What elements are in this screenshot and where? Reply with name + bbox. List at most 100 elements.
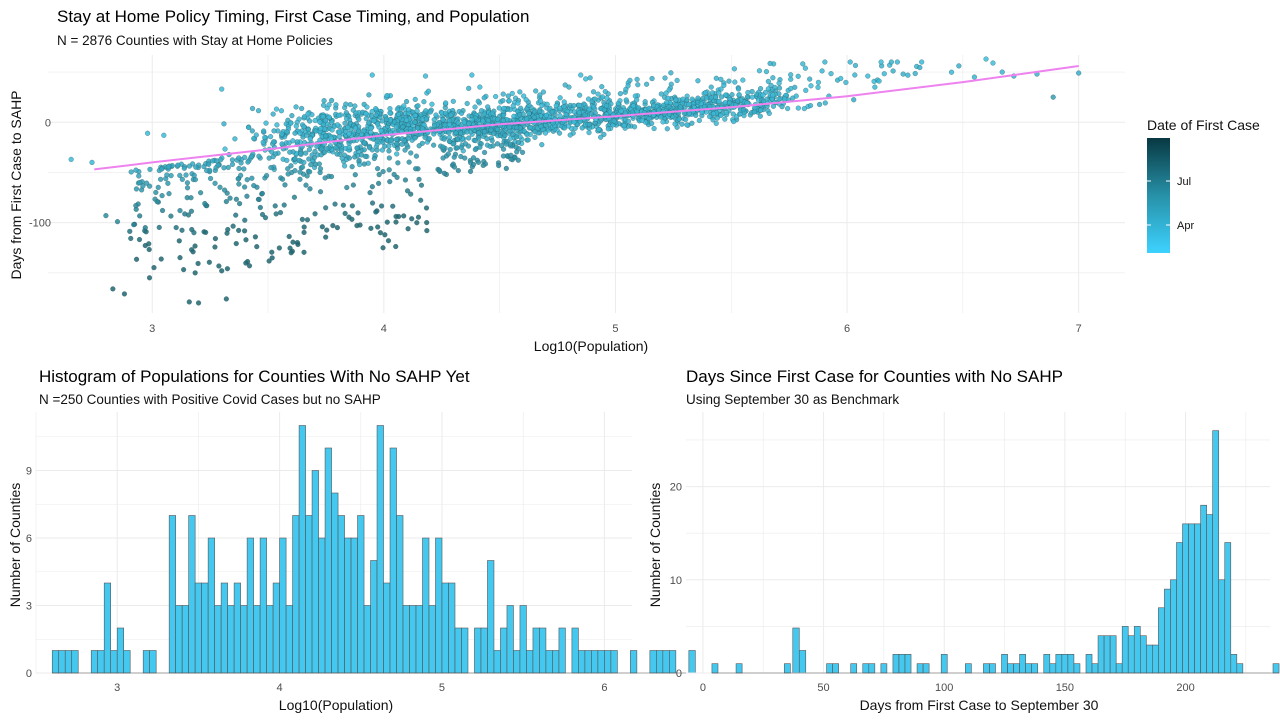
scatter-point (603, 103, 610, 109)
scatter-point (576, 109, 583, 116)
scatter-point (543, 112, 550, 119)
legend-colorbar (1147, 138, 1170, 253)
scatter-point (270, 111, 276, 117)
scatter-point (590, 89, 597, 95)
scatter-point (343, 116, 350, 122)
scatter-point (387, 105, 393, 112)
scatter-point (334, 225, 341, 231)
scatter-point (599, 84, 605, 90)
scatter-point (500, 117, 507, 124)
histogram-bar (1025, 663, 1032, 674)
scatter-point (822, 59, 828, 65)
histogram-bar (1001, 654, 1008, 674)
scatter-point (356, 157, 362, 164)
histogram-bar (435, 537, 443, 674)
scatter-point (423, 108, 429, 114)
scatter-point (237, 172, 244, 179)
scatter-point (475, 98, 481, 104)
y-tick-label: 0 (26, 668, 32, 680)
histogram-bar (1176, 542, 1183, 674)
scatter-point (349, 216, 355, 222)
scatter-point (425, 88, 432, 94)
scatter-point (635, 82, 641, 88)
scatter-point (448, 112, 454, 118)
scatter-point (361, 147, 367, 153)
scatter-point (164, 172, 170, 178)
scatter-point (730, 111, 736, 117)
scatter-point (305, 126, 312, 133)
scatter-point (230, 223, 236, 229)
scatter-point (363, 111, 369, 117)
scatter-point (286, 140, 292, 146)
scatter-point (293, 123, 299, 129)
scatter-point (424, 227, 430, 234)
histogram-bar (71, 650, 79, 674)
scatter-point (344, 184, 350, 191)
scatter-point (253, 132, 259, 138)
histogram-bar (513, 650, 521, 674)
scatter-point (242, 217, 248, 223)
scatter-point (243, 260, 249, 266)
scatter-point (241, 166, 247, 172)
histogram-bar (500, 627, 508, 674)
scatter-point (333, 144, 339, 151)
scatter-point (480, 118, 486, 124)
scatter-point (544, 101, 550, 107)
scatter-point (216, 263, 222, 269)
scatter-point (140, 183, 146, 189)
scatter-point (768, 82, 774, 89)
histogram-bar (1061, 654, 1069, 674)
scatter-point (350, 182, 357, 188)
scatter-point (147, 166, 153, 173)
scatter-point (760, 92, 766, 98)
y-tick-label: -100 (29, 218, 51, 230)
scatter-point (521, 93, 527, 99)
scatter-point (292, 168, 298, 174)
histogram-bar (90, 650, 99, 674)
histogram-bar (474, 627, 482, 674)
scatter-point (279, 141, 285, 147)
scatter-point (223, 198, 230, 205)
scatter-point (451, 164, 458, 170)
scatter-point (770, 92, 776, 98)
scatter-point (539, 102, 545, 109)
scatter-point (380, 139, 386, 145)
scatter-point (284, 157, 290, 164)
scatter-point (586, 106, 592, 112)
scatter-point (472, 146, 478, 153)
scatter-point (801, 105, 808, 112)
scatter-point (442, 122, 448, 128)
histogram-bar (539, 627, 547, 674)
scatter-point (248, 153, 255, 160)
scatter-point (179, 176, 186, 183)
scatter-point (161, 132, 167, 138)
histogram-bar (428, 605, 436, 674)
scatter-point (508, 152, 514, 158)
histogram-bar (324, 447, 332, 674)
histogram-bar (1194, 523, 1201, 674)
scatter-point (290, 239, 296, 245)
scatter-point (446, 130, 452, 136)
scatter-point (146, 246, 152, 253)
legend-title: Date of First Case (1147, 117, 1260, 133)
scatter-point (352, 103, 358, 109)
scatter-point (413, 153, 420, 159)
scatter-point (582, 112, 588, 118)
scatter-point (518, 105, 524, 111)
scatter-point (394, 106, 401, 112)
histogram-bar (337, 515, 345, 674)
scatter-point (221, 165, 227, 171)
scatter-point (706, 113, 713, 120)
scatter-point (426, 135, 432, 142)
scatter-point (121, 291, 128, 297)
scatter-point (523, 97, 529, 103)
scatter-point (285, 166, 291, 172)
scatter-point (489, 138, 495, 144)
scatter-point (726, 78, 732, 84)
scatter-point (288, 163, 294, 169)
scatter-point (260, 139, 266, 145)
scatter-point (368, 113, 375, 119)
scatter-point (464, 100, 470, 107)
scatter-point (195, 260, 201, 267)
scatter-point (195, 300, 202, 306)
